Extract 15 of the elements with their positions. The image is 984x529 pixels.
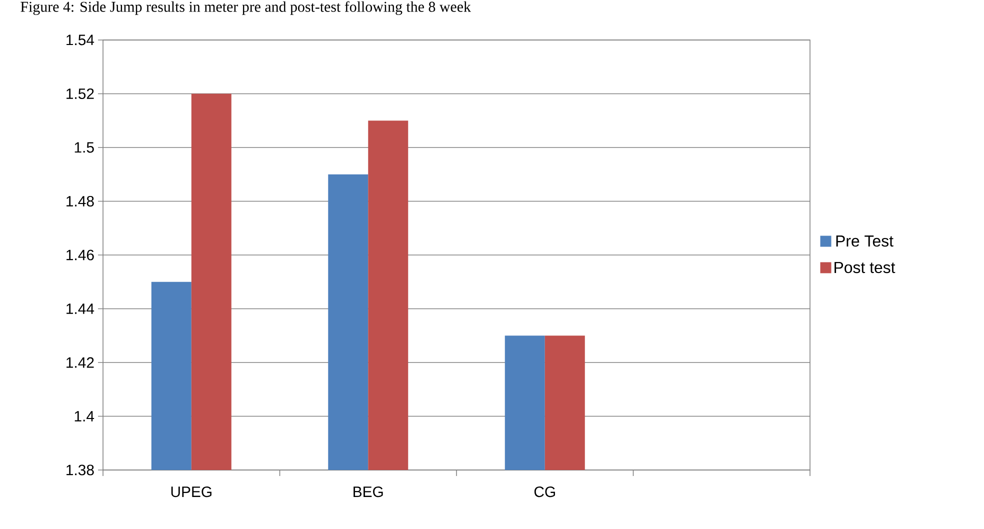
x-tick-label: CG <box>534 486 555 498</box>
y-tick-label: 1.4 <box>74 411 94 422</box>
y-tick-label: 1.52 <box>66 88 94 100</box>
x-tick-label: BEG <box>354 486 383 498</box>
chart-title: Figure 4: Side Jump results in meter pre and post-test following the 8 week <box>20 1 471 15</box>
y-tick-label: 1.54 <box>66 34 94 46</box>
x-tick-label: UPEG <box>171 486 212 498</box>
y-tick-label: 1.44 <box>66 304 94 314</box>
y-tick-label: 1.46 <box>66 250 94 260</box>
legend-label: Pre Test <box>836 236 894 247</box>
legend-label: Post test <box>834 262 896 274</box>
y-tick-label: 1.42 <box>66 357 94 368</box>
y-tick-label: 1.48 <box>66 196 94 207</box>
y-tick-label: 1.5 <box>74 142 94 153</box>
y-tick-label: 1.38 <box>66 464 94 476</box>
